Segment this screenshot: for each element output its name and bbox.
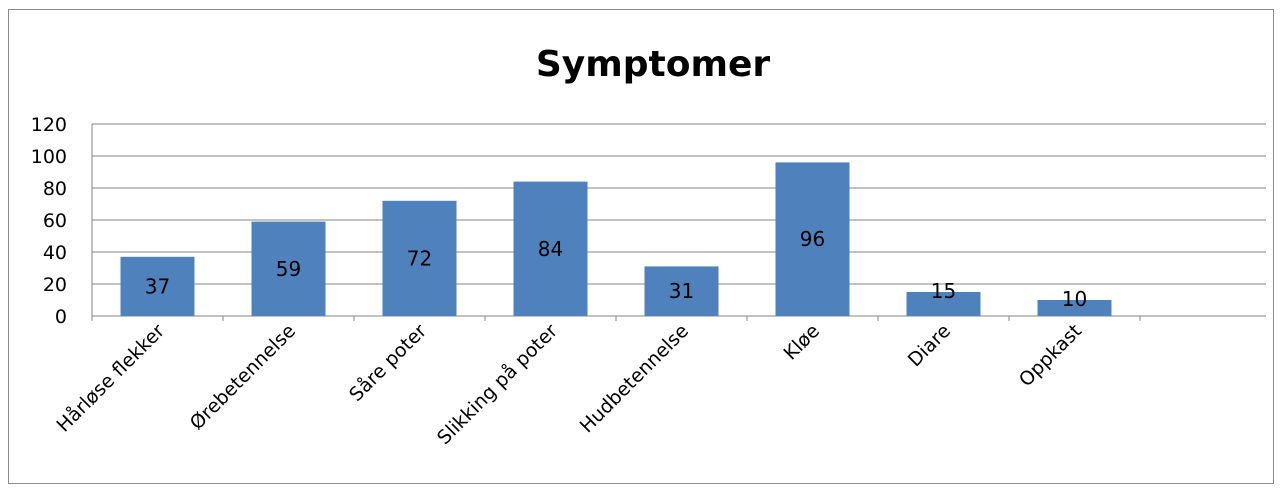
data-label: 72 — [407, 246, 432, 270]
y-tick-label: 20 — [43, 274, 67, 296]
data-label: 96 — [800, 227, 825, 251]
data-label: 15 — [931, 279, 956, 303]
data-label: 84 — [538, 237, 563, 261]
y-axis-ticks: 0 20 40 60 80 100 120 — [31, 114, 67, 328]
data-labels: 37 59 72 84 31 96 15 10 — [145, 227, 1087, 311]
x-category-label: Oppkast — [1015, 320, 1086, 391]
y-tick-label: 120 — [31, 114, 67, 136]
data-label: 37 — [145, 274, 170, 298]
bars — [120, 162, 1112, 316]
x-category-label: Hudbetennelse — [576, 320, 693, 437]
y-tick-label: 0 — [55, 306, 67, 328]
x-category-label: Diare — [904, 320, 955, 371]
x-category-label: Ørebetennelse — [186, 320, 300, 434]
bar — [775, 162, 850, 316]
data-label: 31 — [669, 279, 694, 303]
x-category-label: Slikking på poter — [432, 319, 562, 449]
x-category-label: Såre poter — [344, 319, 431, 406]
chart-title: Symptomer — [536, 44, 771, 85]
bar — [251, 221, 326, 316]
y-tick-label: 80 — [43, 178, 67, 200]
chart-frame — [8, 9, 1274, 484]
bar — [513, 181, 588, 316]
y-tick-label: 100 — [31, 146, 67, 168]
x-category-label: Kløe — [779, 320, 824, 365]
x-category-label: Hårløse flekker — [52, 319, 169, 436]
bar — [120, 256, 195, 316]
x-axis-categories: Hårløse flekker Ørebetennelse Såre poter Sl… — [52, 319, 1086, 449]
data-label: 59 — [276, 257, 301, 281]
bar — [382, 200, 457, 316]
y-tick-label: 40 — [43, 242, 67, 264]
bar — [906, 292, 981, 316]
bar — [1037, 300, 1112, 316]
bar — [644, 266, 719, 316]
y-tick-label: 60 — [43, 210, 67, 232]
data-label: 10 — [1062, 287, 1087, 311]
